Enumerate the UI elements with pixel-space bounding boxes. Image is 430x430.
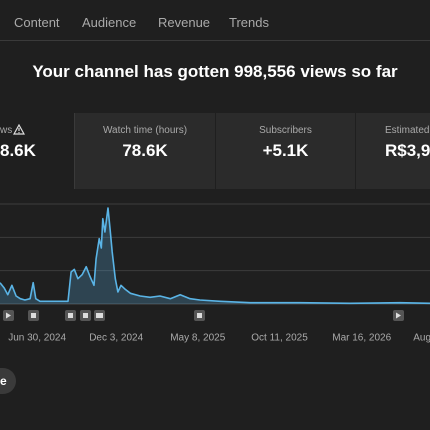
tab[interactable]: Audience xyxy=(82,15,137,30)
divider xyxy=(0,40,430,41)
metric-value: 8.6K xyxy=(0,141,36,160)
x-tick-label: May 8, 2025 xyxy=(170,333,225,344)
chart: Jun 30, 2024 Dec 3, 2024 May 8, 2025 Oct 11… xyxy=(0,203,430,344)
x-tick-label: Oct 11, 2025 xyxy=(251,333,308,344)
metric-label: Estimated r xyxy=(385,125,430,136)
metric-value: R$3,9 xyxy=(385,141,430,160)
metric-label: ws xyxy=(0,125,13,136)
metric-card[interactable] xyxy=(0,113,75,189)
line xyxy=(0,207,430,305)
warning-icon xyxy=(13,124,25,135)
button[interactable] xyxy=(0,368,16,394)
area xyxy=(0,208,430,304)
metric-card[interactable] xyxy=(356,113,430,189)
metric-label: Watch time (hours) xyxy=(102,125,188,136)
metric-value: 78.6K xyxy=(122,141,168,160)
tab[interactable]: Content xyxy=(14,15,60,30)
button-label[interactable]: e xyxy=(0,374,7,388)
metric-label: Subscribers xyxy=(259,125,312,136)
metric-card[interactable] xyxy=(75,113,215,189)
event-icons xyxy=(6,312,401,319)
x-tick-label: Mar 16, 2026 xyxy=(332,333,391,344)
event-markers xyxy=(3,310,404,321)
metric-value: +5.1K xyxy=(262,141,309,160)
headline: Your channel has gotten 998,556 views so… xyxy=(32,62,398,81)
x-tick-label: Jun 30, 2024 xyxy=(8,333,66,344)
tab[interactable]: Trends xyxy=(229,15,269,30)
x-tick-label: Dec 3, 2024 xyxy=(89,333,143,344)
x-tick-label: Aug 19, xyxy=(413,333,430,344)
metric-card[interactable] xyxy=(216,113,355,189)
tab[interactable]: Revenue xyxy=(158,15,211,30)
